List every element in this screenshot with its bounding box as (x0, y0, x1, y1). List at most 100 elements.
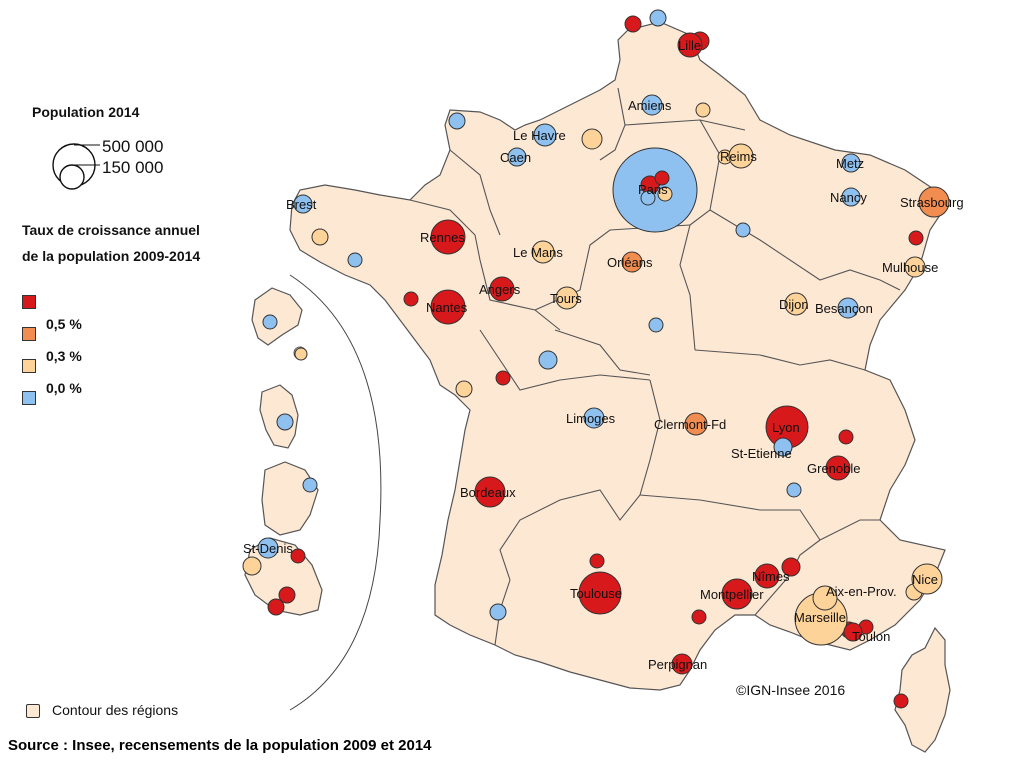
city-label-toulouse: Toulouse (570, 586, 622, 601)
city-marker-unlabeled (581, 128, 603, 150)
city-marker-unlabeled (455, 380, 473, 398)
city-marker-unlabeled (786, 482, 802, 498)
city-label-grenoble: Grenoble (807, 461, 860, 476)
legend-region-swatch (26, 704, 40, 718)
city-marker-angers (489, 276, 515, 302)
legend-region-label: Contour des régions (52, 702, 179, 718)
city-marker-orl-ans (621, 251, 643, 273)
city-marker-unlabeled (489, 603, 507, 621)
city-label-perpignan: Perpignan (648, 657, 707, 672)
guadeloupe (251, 287, 303, 346)
city-label-nancy: Nancy (830, 190, 867, 205)
city-labels: Paris Marseille Lyon Toulouse Rennes Nantes St… (243, 38, 964, 672)
france-mainland (289, 21, 951, 691)
legend-size-circle-small (59, 164, 85, 190)
city-label-reims: Reims (720, 149, 757, 164)
city-marker-limoges (583, 407, 605, 429)
city-marker-nantes (430, 289, 466, 325)
city-label-montpellier: Montpellier (700, 587, 764, 602)
city-marker-unlabeled (242, 556, 262, 576)
copyright-text: ©IGN-Insee 2016 (736, 682, 846, 698)
city-marker-unlabeled (495, 370, 511, 386)
city-marker-unlabeled (649, 9, 667, 27)
city-label-marseille: Marseille (794, 610, 846, 625)
city-symbols (242, 9, 950, 709)
city-marker-paris-area (654, 170, 670, 186)
city-label-orl-ans: Orléans (607, 255, 653, 270)
city-marker-unlabeled (781, 557, 801, 577)
city-marker-unlabeled (403, 291, 419, 307)
city-marker-tours (555, 286, 579, 310)
city-marker-toulouse (578, 571, 622, 615)
city-marker-montpellier (721, 578, 753, 610)
city-label-le-mans: Le Mans (513, 245, 563, 260)
city-marker-unlabeled (302, 477, 318, 493)
city-marker-clermont-fd (684, 412, 708, 436)
city-label-mulhouse: Mulhouse (882, 260, 938, 275)
city-marker-unlabeled (278, 586, 296, 604)
city-marker-nice (911, 563, 943, 595)
city-label-dijon: Dijon (779, 297, 809, 312)
legend-size-small-label: 150 000 (102, 158, 163, 177)
legend-size-large-label: 500 000 (102, 137, 163, 156)
city-marker-le-mans (531, 240, 555, 264)
city-marker-unlabeled (735, 222, 751, 238)
city-marker-brest (293, 194, 313, 214)
city-label-le-havre: Le Havre (513, 128, 566, 143)
city-marker-unlabeled (691, 609, 707, 625)
city-marker-nancy (841, 187, 861, 207)
city-label-lyon: Lyon (772, 420, 800, 435)
city-label-metz: Metz (836, 156, 864, 171)
city-marker-unlabeled (262, 314, 278, 330)
city-marker-unlabeled (290, 548, 306, 564)
city-label-limoges: Limoges (566, 411, 616, 426)
city-label-angers: Angers (479, 282, 521, 297)
city-marker-paris-area (640, 190, 656, 206)
city-marker-reims (728, 143, 754, 169)
city-label-caen: Caen (500, 150, 531, 165)
city-marker-bordeaux (474, 476, 506, 508)
city-marker-unlabeled (538, 350, 558, 370)
city-marker-unlabeled (624, 15, 642, 33)
city-marker-strasbourg (918, 186, 950, 218)
city-label-rennes: Rennes (420, 230, 465, 245)
legend-size-title: Population 2014 (32, 104, 140, 120)
city-marker-metz (841, 153, 861, 173)
city-marker-unlabeled (347, 252, 363, 268)
city-marker-n-mes (754, 563, 780, 589)
legend-growth-title-line2: de la population 2009-2014 (22, 248, 201, 264)
city-label-brest: Brest (286, 197, 317, 212)
city-label-st-denis: St-Denis (243, 541, 293, 556)
city-label-strasbourg: Strasbourg (900, 195, 964, 210)
city-marker-dijon (784, 292, 808, 316)
legend-class-label-3: 0,0 % (46, 380, 82, 396)
legend-growth-title-line1: Taux de croissance annuel (22, 222, 200, 238)
city-label-toulon: Toulon (852, 629, 890, 644)
city-label-st-etienne: St-Etienne (731, 446, 792, 461)
city-label-n-mes: Nîmes (752, 569, 790, 584)
legend-swatch-medium (22, 359, 36, 373)
city-label-nantes: Nantes (426, 300, 468, 315)
city-marker-unlabeled (648, 317, 664, 333)
guyane (261, 461, 319, 536)
overseas-frame-curve (289, 274, 382, 711)
city-marker-unlabeled (311, 228, 329, 246)
city-marker-caen (507, 147, 527, 167)
city-label-tours: Tours (550, 291, 582, 306)
city-marker-unlabeled (448, 112, 466, 130)
city-marker-unlabeled (267, 598, 285, 616)
city-marker-paris-area (657, 186, 673, 202)
city-marker-toulon (843, 622, 863, 642)
city-marker-rennes (430, 219, 466, 255)
city-label-lille: Lille (678, 38, 701, 53)
city-marker-unlabeled (294, 347, 308, 361)
city-marker-unlabeled (908, 230, 924, 246)
city-marker-perpignan (671, 653, 693, 675)
city-label-besan-on: Besançon (815, 301, 873, 316)
city-marker-grenoble (825, 455, 851, 481)
city-marker-besan-on (837, 297, 859, 319)
city-marker-unlabeled (276, 413, 294, 431)
city-marker-le-havre (533, 123, 557, 147)
city-marker-st-denis (257, 537, 279, 559)
